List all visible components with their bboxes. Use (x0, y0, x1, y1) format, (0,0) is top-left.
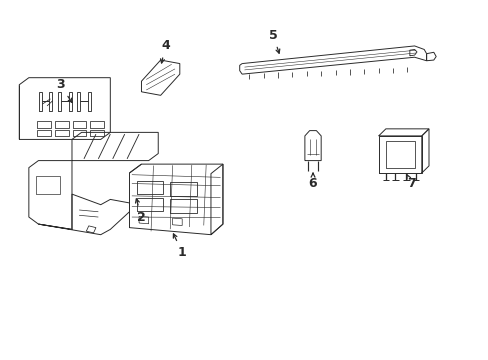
Text: 3: 3 (56, 78, 72, 103)
Text: 1: 1 (173, 234, 186, 259)
Text: 4: 4 (160, 40, 169, 63)
Text: 5: 5 (268, 29, 279, 53)
Text: 7: 7 (406, 174, 415, 190)
Text: 6: 6 (308, 173, 317, 190)
Text: 2: 2 (135, 199, 145, 224)
